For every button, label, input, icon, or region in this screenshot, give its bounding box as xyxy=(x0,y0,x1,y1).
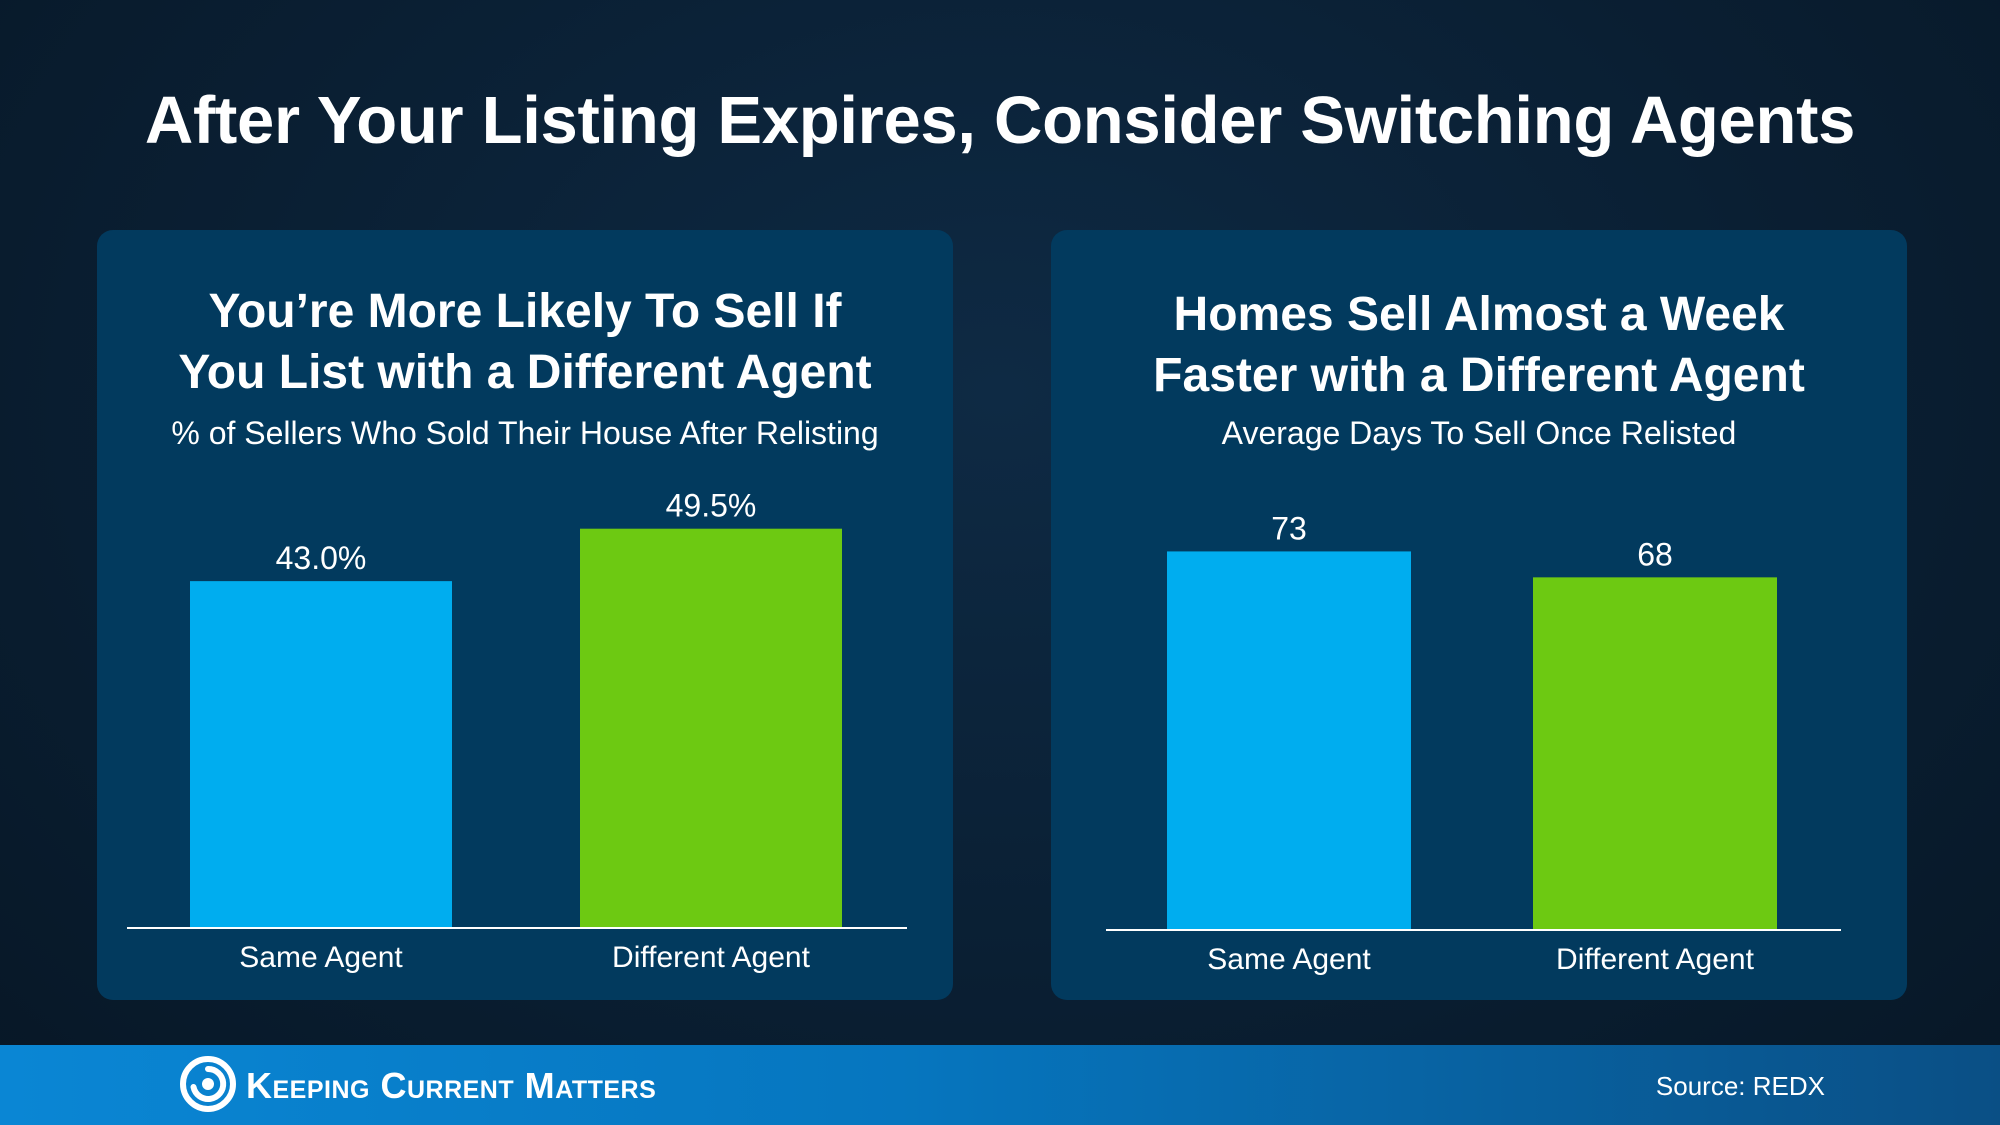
footer-bar: Keeping Current Matters Source: REDX xyxy=(0,1045,2000,1125)
chart-title: Homes Sell Almost a Week Faster with a D… xyxy=(1051,284,1907,406)
x-tick-label: Different Agent xyxy=(612,941,811,974)
brand-name: Keeping Current Matters xyxy=(246,1065,657,1106)
bar-chart-days-to-sell: 73 Same Agent 68 Different Agent xyxy=(1106,510,1841,976)
data-label: 43.0% xyxy=(276,540,367,576)
chart-panel-left: You’re More Likely To Sell If You List w… xyxy=(97,230,953,1000)
kcm-swirl-logo-icon xyxy=(180,1056,236,1112)
bar-different-agent xyxy=(1533,577,1777,930)
bar-different-agent xyxy=(580,528,842,928)
data-label: 68 xyxy=(1637,536,1673,572)
data-label: 49.5% xyxy=(666,488,757,524)
x-tick-label: Different Agent xyxy=(1556,943,1755,976)
bar-same-agent xyxy=(190,581,452,928)
data-label: 73 xyxy=(1271,510,1307,546)
bar-chart-sell-rate: 43.0% Same Agent 49.5% Different Agent xyxy=(127,488,907,974)
chart-title-line: Faster with a Different Agent xyxy=(1153,349,1805,402)
page-title: After Your Listing Expires, Consider Swi… xyxy=(144,83,1856,158)
chart-title: You’re More Likely To Sell If You List w… xyxy=(97,281,953,403)
x-tick-label: Same Agent xyxy=(1207,943,1371,976)
chart-title-line: You List with a Different Agent xyxy=(178,346,872,399)
bar-same-agent xyxy=(1167,551,1411,930)
x-tick-label: Same Agent xyxy=(239,941,403,974)
chart-subtitle: Average Days To Sell Once Relisted xyxy=(1221,415,1737,451)
chart-title-line: You’re More Likely To Sell If xyxy=(208,285,842,338)
chart-title-line: Homes Sell Almost a Week xyxy=(1173,288,1785,341)
chart-panel-right: Homes Sell Almost a Week Faster with a D… xyxy=(1051,230,1907,1000)
source-note: Source: REDX xyxy=(1655,1071,1825,1101)
chart-subtitle: % of Sellers Who Sold Their House After … xyxy=(171,415,879,451)
